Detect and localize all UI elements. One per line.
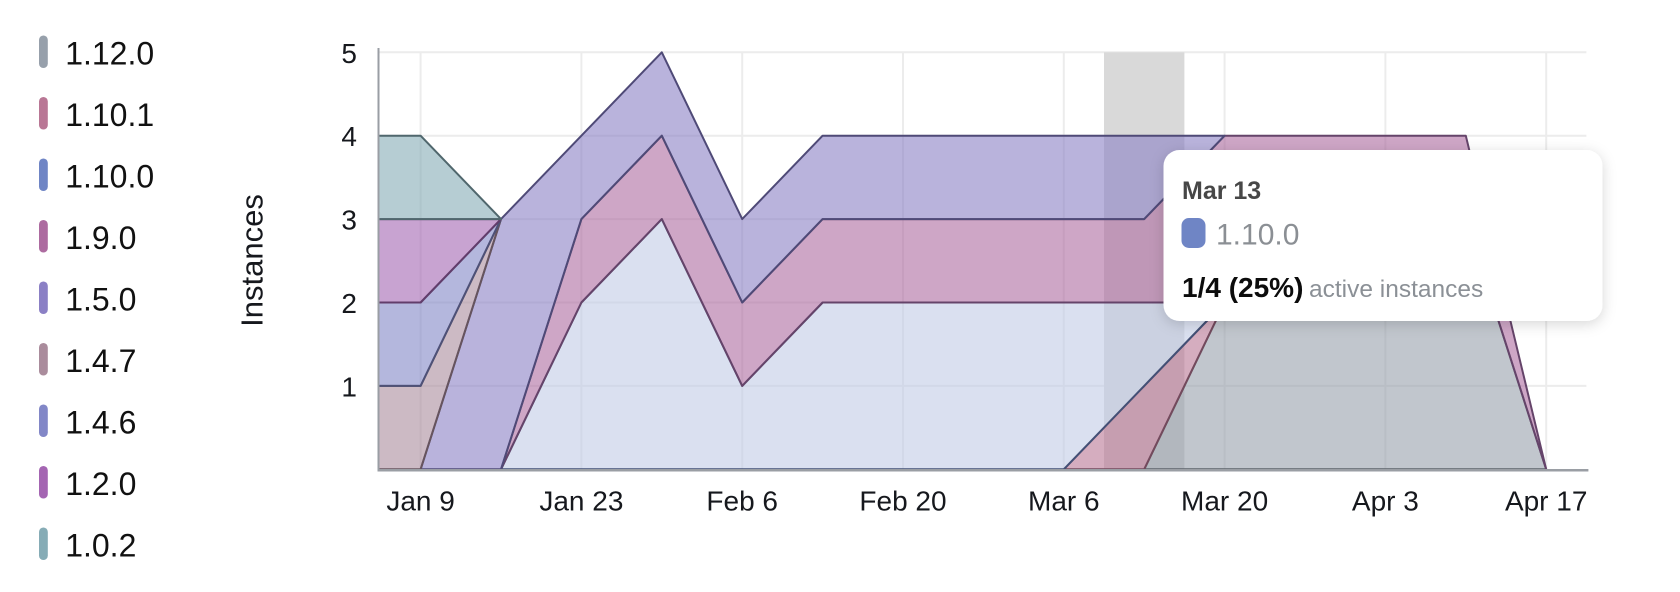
svg-text:1: 1	[341, 371, 357, 402]
svg-text:1.2.0: 1.2.0	[65, 466, 136, 502]
svg-text:1.4.7: 1.4.7	[65, 343, 136, 379]
svg-text:Mar 13: Mar 13	[1182, 177, 1261, 205]
svg-text:1.10.1: 1.10.1	[65, 97, 154, 133]
svg-text:Mar 20: Mar 20	[1181, 486, 1268, 517]
svg-text:1.12.0: 1.12.0	[65, 36, 154, 72]
svg-text:5: 5	[341, 38, 357, 69]
svg-text:1.10.0: 1.10.0	[1216, 219, 1299, 252]
svg-text:1.5.0: 1.5.0	[65, 282, 136, 318]
svg-text:1/4 (25%): 1/4 (25%)	[1182, 272, 1303, 303]
svg-text:Apr 17: Apr 17	[1505, 486, 1588, 517]
svg-text:Feb 20: Feb 20	[859, 486, 946, 517]
svg-text:Mar 6: Mar 6	[1028, 486, 1100, 517]
svg-text:1.10.0: 1.10.0	[65, 159, 154, 195]
svg-text:Jan 23: Jan 23	[539, 486, 623, 517]
svg-text:Instances: Instances	[235, 194, 270, 327]
svg-text:4: 4	[341, 121, 357, 152]
svg-text:active instances: active instances	[1309, 276, 1483, 303]
svg-text:Apr 3: Apr 3	[1352, 486, 1419, 517]
svg-text:1.4.6: 1.4.6	[65, 405, 136, 441]
svg-text:3: 3	[341, 205, 357, 236]
svg-text:Jan 9: Jan 9	[386, 486, 455, 517]
svg-text:1.9.0: 1.9.0	[65, 220, 136, 256]
svg-text:1.0.2: 1.0.2	[65, 528, 136, 564]
svg-text:2: 2	[341, 288, 357, 319]
svg-text:Feb 6: Feb 6	[706, 486, 778, 517]
